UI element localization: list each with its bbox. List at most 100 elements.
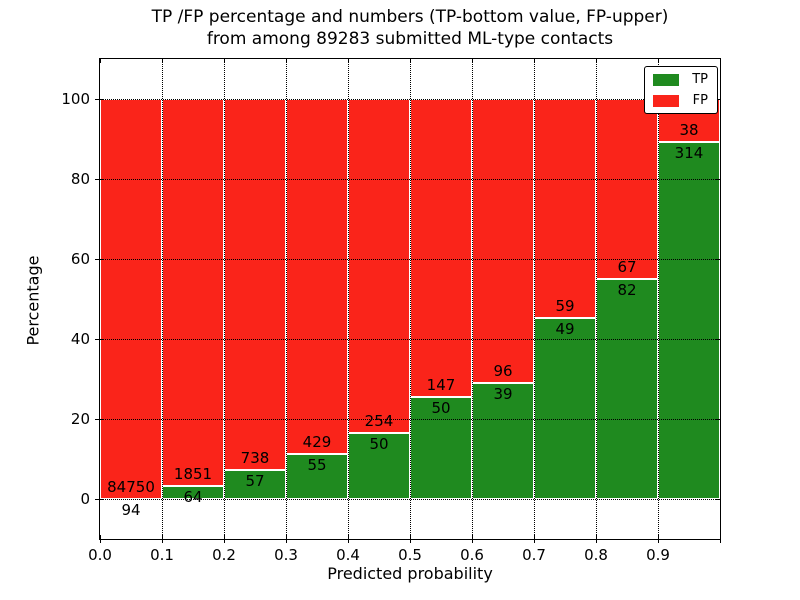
x-tick-label: 0.3 [274,546,298,564]
chart-title-line-1: TP /FP percentage and numbers (TP-bottom… [151,7,669,27]
y-tick-mark-right [716,339,720,340]
y-tick-mark-right [716,259,720,260]
x-tick-label: 0.6 [460,546,484,564]
tp-count-label: 50 [369,435,389,454]
bar-segment-fp [224,99,286,471]
legend-item-tp: TP [653,72,708,87]
x-tick-label: 0.4 [336,546,360,564]
bar-segment-fp [286,99,348,454]
x-tick-label: 0.0 [88,546,112,564]
x-tick-mark [596,535,597,543]
tp-count-label: 314 [674,144,704,163]
tp-count-label: 94 [121,500,141,519]
x-tick-label: 0.1 [150,546,174,564]
vertical-gridline [348,59,349,539]
horizontal-gridline [100,499,720,500]
x-tick-label: 0.2 [212,546,236,564]
x-tick-mark-top [596,59,597,63]
fp-count-label: 429 [302,432,332,451]
bar-segment-tp [658,142,720,499]
fp-count-label: 147 [426,376,456,395]
x-tick-mark [286,535,287,543]
bar-segment-tp [596,278,658,499]
horizontal-gridline [100,99,720,100]
x-tick-mark [348,535,349,543]
x-tick-label: 0.5 [398,546,422,564]
vertical-gridline [162,59,163,539]
x-tick-mark [720,535,721,543]
x-tick-mark-top [348,59,349,63]
x-tick-mark-top [534,59,535,63]
y-tick-label: 80 [70,170,90,188]
x-tick-mark [224,535,225,543]
x-tick-mark-top [720,59,721,63]
horizontal-gridline [100,179,720,180]
y-tick-mark [95,339,103,340]
bar-segment-fp [596,99,658,279]
horizontal-gridline [100,419,720,420]
fp-count-label: 59 [555,296,575,315]
tp-count-label: 39 [493,385,513,404]
vertical-gridline [224,59,225,539]
fp-count-label: 254 [364,412,394,431]
y-tick-mark-right [716,419,720,420]
legend: TP FP [644,66,718,114]
bar-segment-tp [534,317,596,499]
vertical-gridline [658,59,659,539]
vertical-gridline [472,59,473,539]
bar-segment-fp [348,99,410,434]
bar-segment-fp [100,99,162,499]
x-tick-mark [472,535,473,543]
x-tick-mark-top [100,59,101,63]
x-tick-label: 0.8 [584,546,608,564]
tp-count-label: 55 [307,455,327,474]
x-axis-label: Predicted probability [327,564,493,583]
plot-area: 0.0 0.1 0.2 0.3 0.4 0.5 0.6 0.7 0.8 0.9 0 20 40 60 80 1… [61,58,721,564]
fp-count-label: 84750 [107,477,155,496]
vertical-gridline [286,59,287,539]
tp-count-label: 49 [555,319,575,338]
horizontal-gridline [100,339,720,340]
x-tick-mark-top [472,59,473,63]
y-tick-mark [95,419,103,420]
x-tick-mark [100,535,101,543]
y-tick-mark [95,259,103,260]
y-tick-mark [95,99,103,100]
fp-count-label: 738 [240,449,270,468]
y-tick-label: 0 [80,490,90,508]
x-tick-mark [410,535,411,543]
x-tick-mark-top [224,59,225,63]
bar-segment-fp [162,99,224,486]
vertical-gridline [410,59,411,539]
legend-swatch-tp [653,73,679,86]
y-axis-label: Percentage [23,255,43,346]
chart-title: TP /FP percentage and numbers (TP-bottom… [100,6,720,50]
x-tick-mark-top [658,59,659,63]
y-tick-mark-right [716,99,720,100]
y-tick-label: 60 [70,250,90,268]
bar-segment-fp [410,99,472,398]
x-tick-label: 0.7 [522,546,546,564]
bar-segment-tp [410,397,472,499]
x-tick-mark [534,535,535,543]
x-tick-mark-top [410,59,411,63]
y-tick-mark-right [716,499,720,500]
y-tick-mark [95,179,103,180]
fp-count-label: 67 [617,257,637,276]
fp-count-label: 1851 [173,464,213,483]
y-tick-label: 20 [70,410,90,428]
fp-count-label: 38 [679,121,699,140]
bar-segment-fp [472,99,534,384]
tp-count-label: 64 [183,487,203,506]
y-tick-label: 100 [61,90,90,108]
tp-count-label: 50 [431,399,451,418]
vertical-gridline [596,59,597,539]
y-tick-mark-right [716,179,720,180]
legend-label-fp: FP [692,93,708,108]
chart-title-line-2: from among 89283 submitted ML-type conta… [206,29,614,49]
vertical-gridline [534,59,535,539]
x-tick-label: 0.9 [646,546,670,564]
x-tick-mark [658,535,659,543]
legend-item-fp: FP [653,93,708,108]
